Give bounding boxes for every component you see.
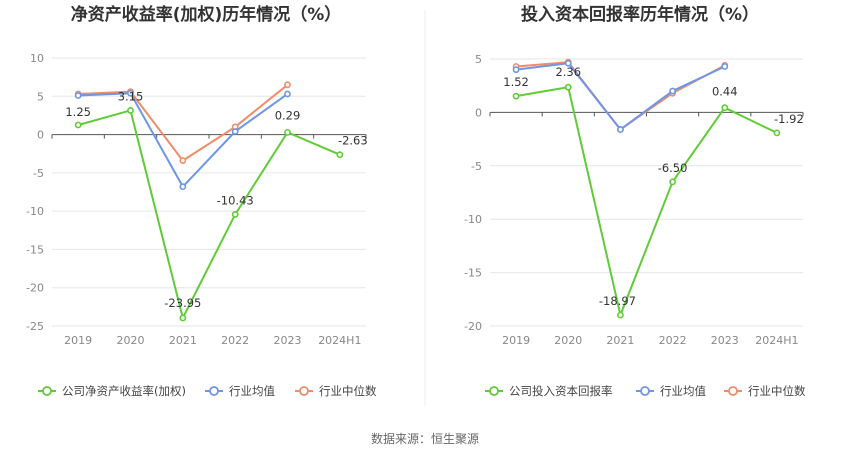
data-point: [721, 63, 729, 70]
data-point: [512, 66, 520, 74]
legend-swatch-marker: [209, 386, 219, 396]
data-label: -23.95: [164, 296, 201, 310]
data-point: [179, 157, 187, 165]
chart-panel-1: 净资产收益率(加权)历年情况（%） 10 5 0 -5 -10 -15 -20 -25 2019 2…: [26, 4, 377, 398]
y-tick-label: -5: [33, 167, 44, 180]
legend-entry: 公司投入资本回报率: [509, 384, 613, 398]
x-tick-label: 2021: [169, 334, 197, 347]
data-point: [564, 83, 572, 91]
data-point: [284, 81, 291, 89]
data-label: -10.43: [217, 193, 254, 207]
y-tick-label: -10: [26, 205, 44, 218]
legend-entry: 公司净资产收益率(加权): [62, 384, 186, 398]
x-tick-label: 2021: [606, 334, 634, 347]
x-tick-label: 2023: [274, 334, 302, 347]
chart-title: 净资产收益率(加权)历年情况（%）: [71, 4, 342, 25]
x-tick-label: 2024H1: [318, 334, 361, 347]
data-label: 1.52: [503, 75, 529, 89]
data-point: [231, 211, 239, 218]
y-tick-label: -5: [471, 160, 482, 173]
data-point: [617, 311, 624, 319]
legend-entry: 行业中位数: [319, 384, 377, 398]
data-point: [336, 151, 344, 159]
y-tick-label: -20: [26, 282, 44, 295]
x-tick-label: 2022: [659, 334, 687, 347]
x-tick-label: 2023: [711, 334, 739, 347]
legend-entry: 行业均值: [229, 384, 275, 398]
data-point: [512, 92, 520, 100]
legend-entry: 行业中位数: [748, 384, 806, 398]
legend-swatch-marker: [299, 386, 309, 396]
series-line-1: [77, 109, 341, 321]
data-point: [617, 126, 624, 133]
x-tick-label: 2022: [221, 334, 249, 347]
data-point: [74, 92, 82, 99]
y-tick-label: 10: [30, 52, 44, 65]
data-point: [721, 104, 729, 112]
x-tick-label: 2024H1: [755, 334, 798, 347]
data-point: [231, 128, 239, 135]
legend-swatch-marker: [640, 386, 650, 396]
data-point: [127, 89, 134, 97]
legend-entry: 行业均值: [660, 384, 706, 398]
data-label: -1.92: [774, 112, 804, 126]
data-point: [669, 178, 676, 186]
legend-swatch-marker: [728, 386, 738, 396]
data-point: [127, 107, 134, 114]
y-tick-label: 0: [475, 106, 482, 119]
series-line-2: [515, 62, 726, 131]
y-tick-label: -15: [464, 267, 482, 280]
data-point: [74, 121, 82, 129]
data-label: 0.44: [712, 85, 738, 99]
y-tick-label: -20: [464, 320, 482, 333]
data-label: 3.15: [118, 89, 144, 103]
data-label: 0.29: [275, 108, 301, 122]
chart-title: 投入资本回报率历年情况（%）: [521, 4, 759, 25]
data-point: [564, 59, 572, 67]
data-point: [284, 90, 291, 98]
x-tick-label: 2020: [117, 334, 145, 347]
y-tick-label: -10: [464, 213, 482, 226]
y-tick-label: 5: [37, 90, 44, 103]
legend-swatch-marker: [42, 386, 52, 396]
series-line-1: [515, 86, 778, 319]
data-label: 1.25: [65, 105, 91, 119]
y-tick-label: 5: [475, 53, 482, 66]
data-point: [284, 128, 291, 136]
series-line-3: [516, 61, 726, 131]
y-tick-label: -25: [26, 320, 44, 333]
x-tick-label: 2019: [502, 334, 530, 347]
data-point: [773, 129, 781, 137]
data-point: [179, 183, 187, 191]
x-tick-label: 2019: [64, 334, 92, 347]
y-tick-label: 0: [37, 129, 44, 142]
legend-swatch-marker: [489, 386, 499, 396]
data-label: 2.36: [555, 65, 581, 79]
chart-panel-2: 投入资本回报率历年情况（%） 5 0 -5 -10 -15 -20 2019 2020 2021 2…: [464, 4, 806, 398]
data-label: -2.63: [338, 134, 368, 148]
data-point: [179, 314, 187, 322]
data-point: [669, 87, 676, 95]
data-label: -6.50: [658, 161, 688, 175]
x-tick-label: 2020: [554, 334, 582, 347]
data-source-note: 数据来源：恒生聚源: [371, 431, 479, 446]
data-label: -18.97: [599, 294, 636, 308]
y-tick-label: -15: [26, 243, 44, 256]
